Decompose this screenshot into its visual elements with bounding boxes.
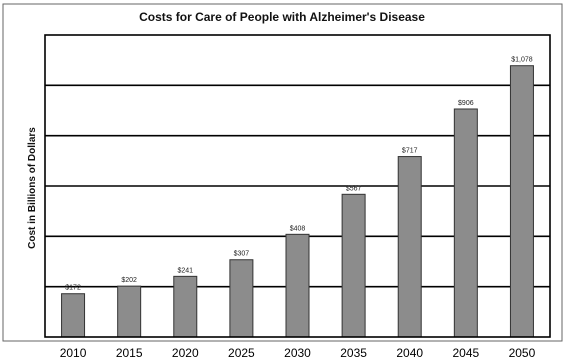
bar-2050 bbox=[509, 65, 534, 338]
data-label-2045: $906 bbox=[458, 100, 474, 107]
chart-frame bbox=[2, 3, 563, 342]
bar-2010 bbox=[61, 293, 86, 338]
x-tick-2025: 2025 bbox=[228, 346, 255, 360]
data-label-2025: $307 bbox=[234, 251, 250, 258]
plot-area bbox=[44, 34, 551, 338]
data-label-2010: $172 bbox=[65, 285, 81, 292]
x-tick-2010: 2010 bbox=[60, 346, 87, 360]
data-label-2020: $241 bbox=[177, 267, 193, 274]
x-tick-2050: 2050 bbox=[509, 346, 536, 360]
bar-2030 bbox=[285, 233, 310, 338]
bar-2035 bbox=[341, 193, 366, 338]
chart-title: Costs for Care of People with Alzheimer'… bbox=[139, 10, 425, 24]
x-tick-labels: 2010 2015 2020 2025 2030 2035 2040 2045 2050 bbox=[60, 346, 536, 360]
bar-2040 bbox=[397, 156, 422, 338]
y-axis-label: Cost in Billions of Dollars bbox=[27, 127, 38, 249]
x-tick-2040: 2040 bbox=[396, 346, 423, 360]
data-labels: $172 $202 $241 $307 $408 $567 $717 $906 $1,078 bbox=[65, 57, 532, 292]
x-tick-2015: 2015 bbox=[116, 346, 143, 360]
x-tick-2035: 2035 bbox=[340, 346, 367, 360]
x-tick-2020: 2020 bbox=[172, 346, 199, 360]
data-label-2050: $1,078 bbox=[511, 57, 533, 64]
x-tick-2030: 2030 bbox=[284, 346, 311, 360]
x-tick-2045: 2045 bbox=[452, 346, 479, 360]
data-label-2035: $567 bbox=[346, 185, 362, 192]
bar-2020 bbox=[173, 275, 198, 338]
data-label-2040: $717 bbox=[402, 148, 418, 155]
bar-2045 bbox=[453, 108, 478, 338]
bar-2025 bbox=[229, 259, 254, 338]
bar-2015 bbox=[117, 285, 142, 338]
data-label-2030: $408 bbox=[290, 225, 306, 232]
data-label-2015: $202 bbox=[121, 277, 137, 284]
